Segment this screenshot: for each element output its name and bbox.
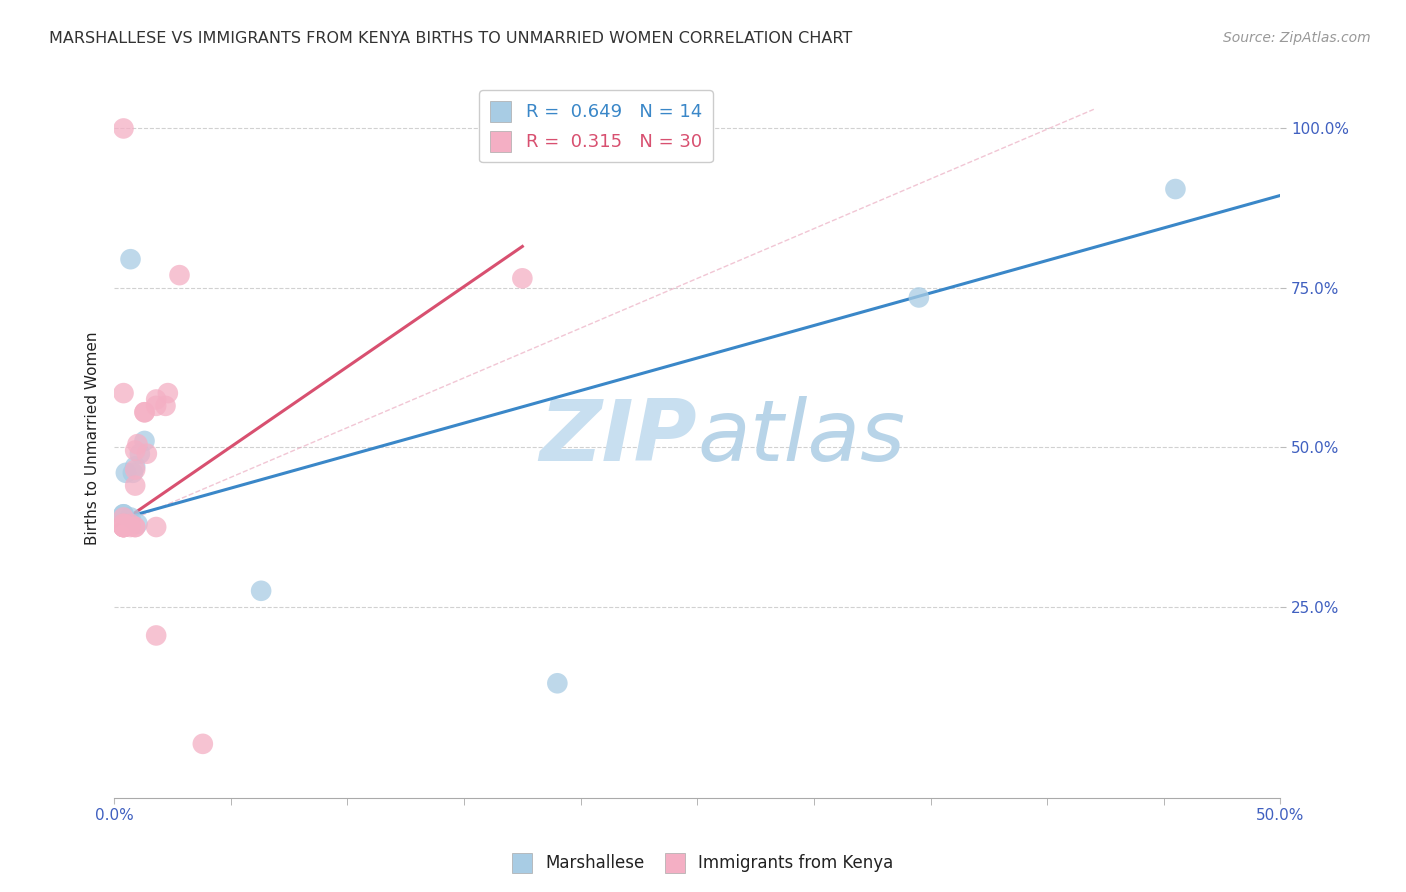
Point — [908, 290, 931, 304]
Point — [112, 520, 135, 534]
Point — [124, 520, 146, 534]
Point — [191, 737, 214, 751]
Point — [112, 520, 135, 534]
Point — [135, 447, 157, 461]
Point — [120, 252, 142, 267]
Text: ZIP: ZIP — [540, 396, 697, 479]
Point — [546, 676, 568, 690]
Point — [1164, 182, 1187, 196]
Point — [156, 386, 179, 401]
Point — [124, 462, 146, 476]
Point — [124, 478, 146, 492]
Y-axis label: Births to Unmarried Women: Births to Unmarried Women — [86, 331, 100, 544]
Point — [145, 399, 167, 413]
Point — [134, 434, 156, 448]
Point — [145, 392, 167, 407]
Text: atlas: atlas — [697, 396, 905, 479]
Text: MARSHALLESE VS IMMIGRANTS FROM KENYA BIRTHS TO UNMARRIED WOMEN CORRELATION CHART: MARSHALLESE VS IMMIGRANTS FROM KENYA BIR… — [49, 31, 852, 46]
Point — [127, 437, 149, 451]
Point — [134, 405, 156, 419]
Point — [112, 508, 135, 522]
Point — [112, 520, 135, 534]
Point — [112, 508, 135, 522]
Point — [169, 268, 191, 282]
Point — [120, 510, 142, 524]
Point — [134, 405, 156, 419]
Point — [115, 466, 138, 480]
Point — [112, 520, 135, 534]
Point — [124, 459, 146, 474]
Point — [112, 516, 135, 531]
Point — [128, 447, 150, 461]
Point — [120, 520, 142, 534]
Point — [145, 628, 167, 642]
Legend: R =  0.649   N = 14, R =  0.315   N = 30: R = 0.649 N = 14, R = 0.315 N = 30 — [479, 90, 713, 162]
Point — [124, 520, 146, 534]
Point — [124, 443, 146, 458]
Legend: Marshallese, Immigrants from Kenya: Marshallese, Immigrants from Kenya — [506, 847, 900, 880]
Point — [112, 121, 135, 136]
Point — [112, 520, 135, 534]
Point — [145, 520, 167, 534]
Point — [155, 399, 177, 413]
Point — [112, 516, 135, 531]
Point — [121, 466, 143, 480]
Point — [112, 510, 135, 524]
Point — [512, 271, 534, 285]
Point — [112, 386, 135, 401]
Point — [120, 516, 142, 531]
Point — [250, 583, 273, 598]
Text: Source: ZipAtlas.com: Source: ZipAtlas.com — [1223, 31, 1371, 45]
Point — [127, 516, 149, 531]
